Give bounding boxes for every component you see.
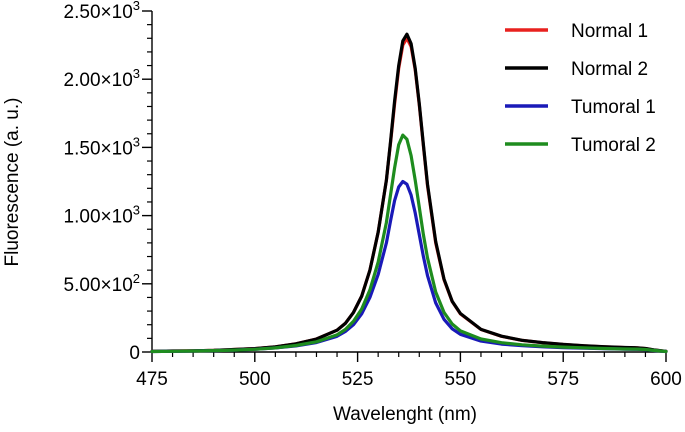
x-tick-label: 500 xyxy=(239,369,271,390)
y-axis: 0 5.00×102 1.00×103 1.50×103 2.00×103 2.50×10… xyxy=(64,0,153,364)
x-tick-label: 600 xyxy=(650,369,682,390)
y-tick-label: 2.50×103 xyxy=(64,0,140,23)
legend-label: Normal 2 xyxy=(571,59,648,80)
legend-label: Tumoral 1 xyxy=(571,97,656,118)
legend-label: Tumoral 2 xyxy=(571,135,656,156)
x-axis-title: Wavelenght (nm) xyxy=(333,404,477,425)
legend: Normal 1 Normal 2 Tumoral 1 Tumoral 2 xyxy=(505,21,656,156)
series-line-tumoral-1 xyxy=(150,179,668,354)
x-tick-label: 550 xyxy=(445,369,477,390)
x-axis: 475 500 525 550 575 600 xyxy=(136,351,682,390)
series-line-tumoral-2 xyxy=(150,133,668,354)
y-axis-title: Fluorescence (a. u.) xyxy=(2,98,23,267)
y-tick-label: 5.00×102 xyxy=(64,271,140,296)
series-line-normal-1 xyxy=(150,36,668,353)
x-tick-label: 525 xyxy=(342,369,374,390)
x-tick-label: 575 xyxy=(547,369,579,390)
y-tick-label: 1.00×103 xyxy=(64,203,140,228)
legend-label: Normal 1 xyxy=(571,21,648,42)
y-tick-label: 1.50×103 xyxy=(64,134,140,159)
x-tick-label: 475 xyxy=(136,369,168,390)
y-tick-label: 0 xyxy=(129,343,140,364)
y-tick-label: 2.00×103 xyxy=(64,66,140,91)
series-lines xyxy=(150,32,668,354)
